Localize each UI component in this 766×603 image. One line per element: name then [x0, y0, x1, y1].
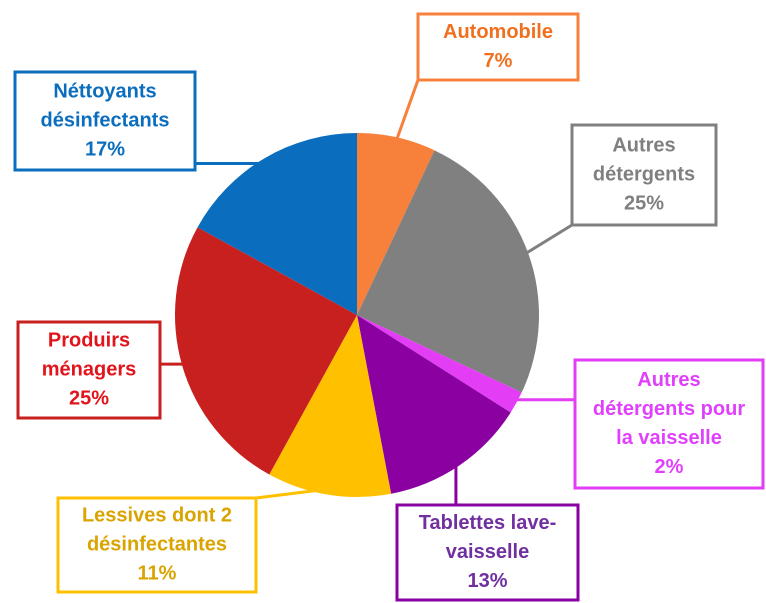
callout-box	[13, 70, 197, 172]
slice-label: Tablettes lave-	[419, 512, 556, 534]
slice-label: Autres	[612, 134, 675, 156]
slice-label: Autres	[637, 369, 700, 391]
pie-slice	[357, 150, 539, 393]
slice-label: détergents pour	[593, 398, 745, 420]
leader-line	[521, 223, 573, 257]
slice-label: vaisselle	[446, 541, 529, 563]
value-label: 7%	[484, 50, 513, 72]
leader-line	[255, 487, 330, 500]
pie-slice	[357, 133, 435, 315]
slice-label: Néttoyants	[53, 80, 156, 102]
value-label: 13%	[467, 570, 507, 592]
value-label: 25%	[69, 387, 109, 409]
slice-label: désinfectantes	[87, 533, 227, 555]
callout-box	[573, 358, 765, 490]
callout-box	[416, 12, 580, 82]
callout-box	[395, 503, 580, 602]
slice-label: Produirs	[48, 329, 130, 351]
slice-label: détergents	[593, 163, 695, 185]
slice-label: Automobile	[443, 21, 553, 43]
pie-slice	[269, 315, 392, 497]
slice-label: ménagers	[42, 358, 137, 380]
pie-slice	[357, 315, 511, 494]
value-label: 2%	[655, 456, 684, 478]
pie-slice	[197, 133, 357, 315]
callout-box	[16, 320, 162, 420]
pie-slice	[174, 227, 357, 475]
value-label: 11%	[138, 562, 177, 584]
callout-box	[570, 123, 718, 227]
slice-label: désinfectants	[41, 109, 170, 131]
pie-slice	[357, 315, 522, 413]
callout-box	[56, 496, 258, 594]
value-label: 25%	[624, 192, 664, 214]
slice-label: la vaisselle	[616, 427, 722, 449]
value-label: 17%	[85, 138, 125, 160]
leader-line	[393, 79, 420, 144]
slice-label: Lessives dont 2	[82, 504, 232, 526]
